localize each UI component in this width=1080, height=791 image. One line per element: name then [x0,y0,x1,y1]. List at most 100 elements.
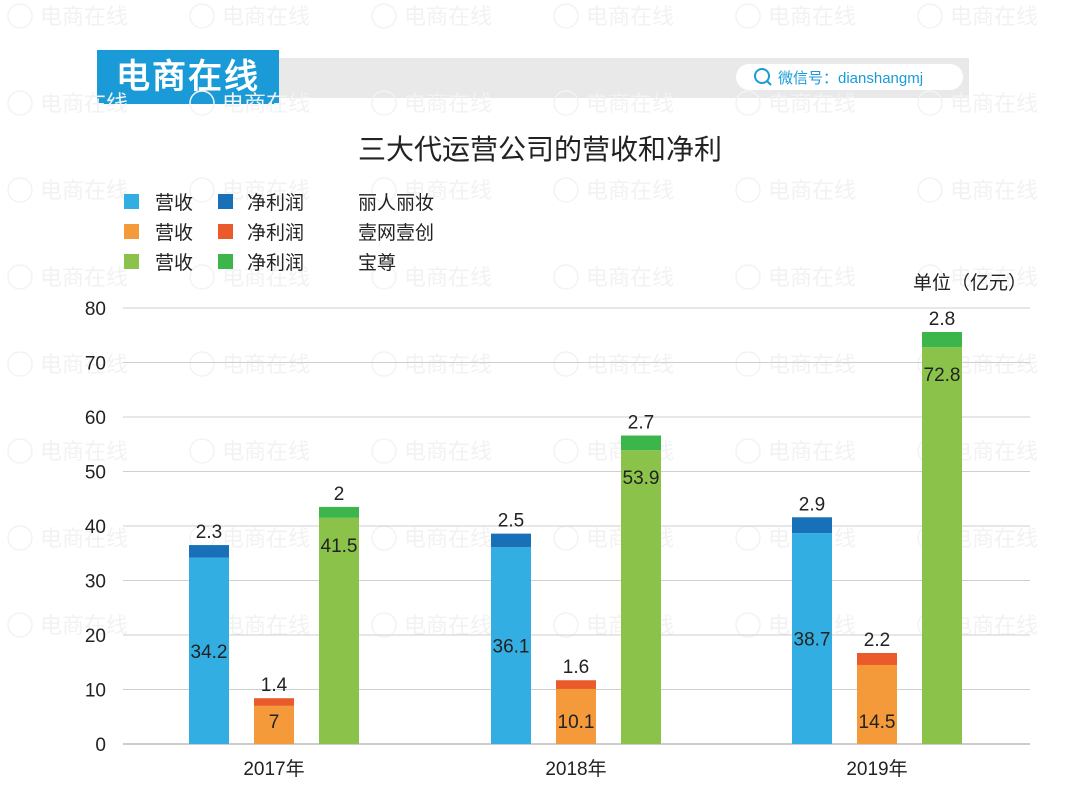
watermark-text: 电商在线 [586,353,674,378]
watermark-icon [371,177,397,203]
watermark-text: 电商在线 [586,92,674,117]
watermark-icon [7,3,33,29]
watermark-icon [7,90,33,116]
x-tick-label: 2019年 [846,758,907,780]
watermark-icon [189,3,215,29]
watermark-icon [735,177,761,203]
watermark-text: 电商在线 [586,5,674,30]
watermark-text: 电商在线 [404,92,492,117]
profit-value-label: 2.2 [864,630,890,651]
watermark-icon [735,612,761,638]
watermark-icon [371,3,397,29]
x-tick-label: 2018年 [545,758,606,780]
watermark-text: 电商在线 [768,92,856,117]
watermark-icon [735,351,761,377]
watermark-icon [553,90,579,116]
watermark-icon [189,264,215,290]
watermark-text: 电商在线 [768,5,856,30]
y-tick-label: 40 [85,517,106,538]
watermark-icon [7,264,33,290]
legend-company-name: 丽人丽妆 [358,192,434,214]
y-tick-label: 10 [85,681,106,702]
watermark-icon [189,90,215,116]
watermark-icon [553,351,579,377]
revenue-value-label: 36.1 [493,637,530,658]
watermark-icon [553,3,579,29]
bar-profit [189,545,229,558]
bar-revenue [621,450,661,744]
legend-company-name: 壹网壹创 [358,222,434,244]
watermark-icon [371,264,397,290]
watermark-text: 电商在线 [950,353,1038,378]
revenue-value-label: 38.7 [794,630,831,651]
watermark-text: 电商在线 [950,440,1038,465]
watermark-icon [189,177,215,203]
watermark-icon [7,525,33,551]
y-tick-label: 60 [85,408,106,429]
watermark-text: 电商在线 [40,5,128,30]
watermark-icon [371,351,397,377]
watermark-text: 电商在线 [40,179,128,204]
profit-value-label: 1.4 [261,675,288,696]
bar-profit [556,680,596,689]
watermark-icon [371,90,397,116]
watermark-icon [553,177,579,203]
revenue-value-label: 72.8 [924,365,961,386]
y-tick-label: 0 [95,735,106,756]
watermark-text: 电商在线 [768,179,856,204]
revenue-value-label: 53.9 [623,468,660,489]
watermark-icon [917,264,943,290]
profit-value-label: 2.3 [196,522,222,543]
watermark-text: 电商在线 [768,353,856,378]
profit-value-label: 2.9 [799,494,825,515]
legend-company-name: 宝尊 [358,252,396,274]
watermark-icon [735,3,761,29]
watermark-icon [735,264,761,290]
watermark-icon [917,90,943,116]
search-icon [754,68,772,86]
watermark-text: 电商在线 [950,92,1038,117]
watermark-icon [371,438,397,464]
watermark-icon [7,351,33,377]
legend-swatch-revenue [124,224,139,239]
watermark-text: 电商在线 [950,179,1038,204]
watermark-text: 电商在线 [40,614,128,639]
profit-value-label: 2.7 [628,413,654,434]
watermark-text: 电商在线 [40,266,128,291]
legend-swatch-revenue [124,194,139,209]
watermark-icon [189,438,215,464]
legend-label-profit: 净利润 [247,222,304,244]
watermark-text: 电商在线 [404,527,492,552]
watermark-text: 电商在线 [404,179,492,204]
bar-profit [857,652,897,665]
logo-text: 电商在线 [116,57,260,97]
watermark-text: 电商在线 [404,5,492,30]
logo: 电商在线 [97,50,279,104]
y-tick-label: 20 [85,626,106,647]
legend-swatch-profit [218,224,233,239]
watermark-icon [553,612,579,638]
watermark-text: 电商在线 [222,92,310,117]
watermark-text: 电商在线 [40,353,128,378]
bar-revenue [254,705,294,744]
bar-profit [922,331,962,348]
legend-swatch-profit [218,254,233,269]
watermark-icon [7,438,33,464]
watermark-text: 电商在线 [768,266,856,291]
watermark-text: 电商在线 [404,266,492,291]
watermark-icon [189,351,215,377]
revenue-value-label: 7 [269,712,280,733]
legend-swatch-profit [218,194,233,209]
watermark-text: 电商在线 [950,527,1038,552]
wechat-badge: 微信号：dianshangmj [736,64,963,90]
wechat-id: 微信号：dianshangmj [778,69,924,87]
bar-revenue [857,664,897,744]
watermark-text: 电商在线 [404,353,492,378]
chart-title: 三大代运营公司的营收和净利 [357,133,722,166]
bar-revenue [189,557,229,744]
watermark-icon [553,264,579,290]
legend-label-revenue: 营收 [155,192,193,214]
x-tick-label: 2017年 [243,758,304,780]
watermark-icon [735,525,761,551]
